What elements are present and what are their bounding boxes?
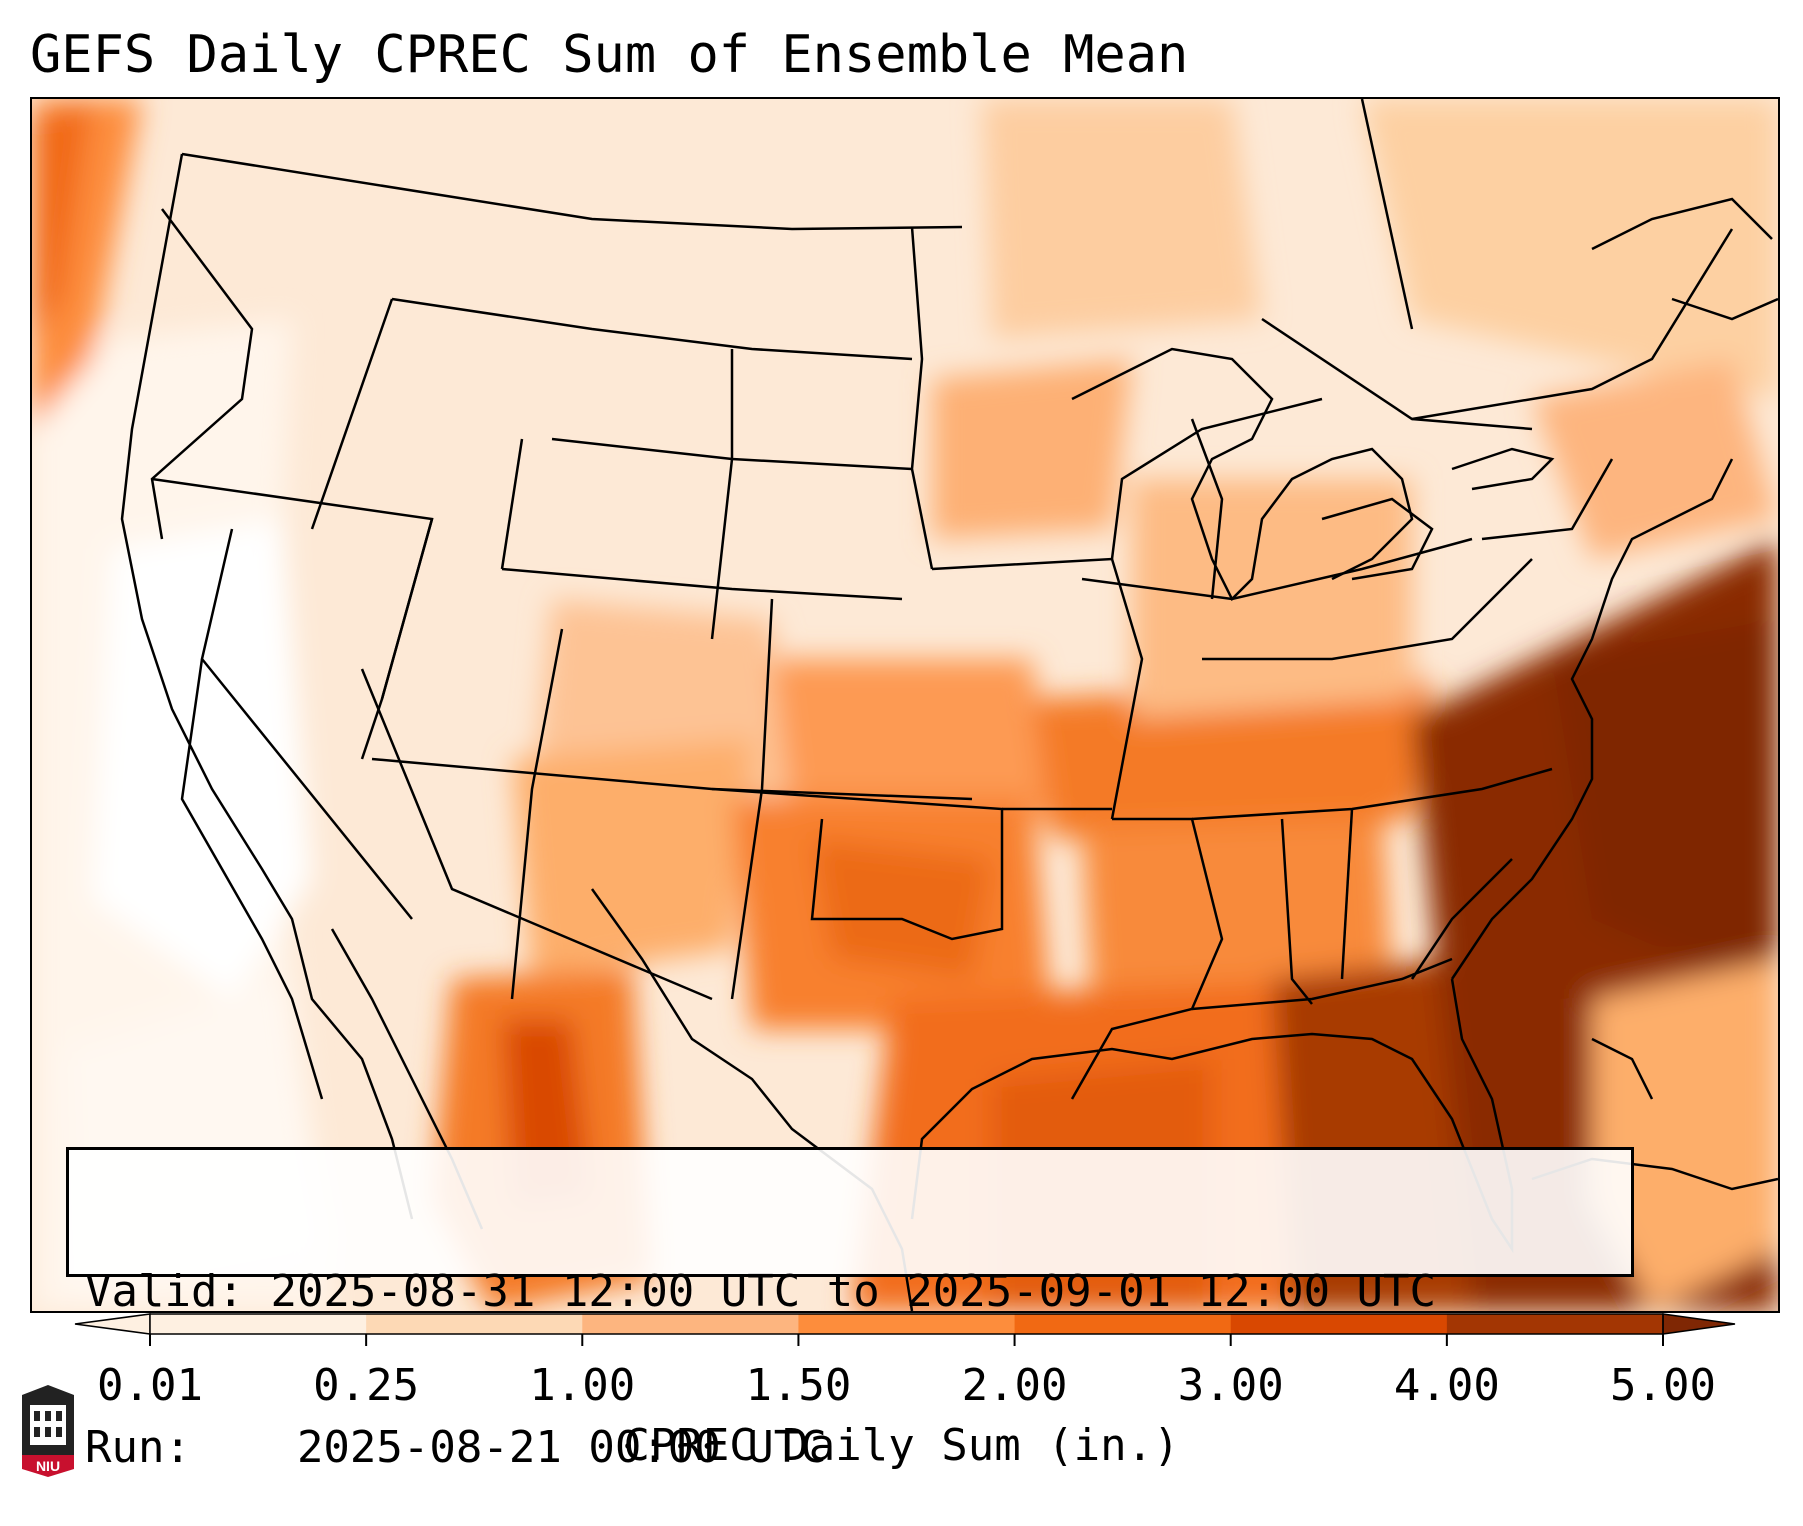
precipitation-field xyxy=(32,99,1778,1311)
colorbar-segment xyxy=(1230,1314,1448,1334)
colorbar-tick-label: 1.50 xyxy=(745,1360,852,1411)
valid-text: 2025-08-31 12:00 UTC to 2025-09-01 12:00… xyxy=(270,1266,1437,1317)
colorbar-tick-label: 2.00 xyxy=(961,1360,1068,1411)
colorbar-tick-label: 0.01 xyxy=(97,1360,203,1411)
precipitation-map xyxy=(30,97,1780,1313)
map-canvas xyxy=(32,99,1778,1311)
map-title: GEFS Daily CPREC Sum of Ensemble Mean xyxy=(30,25,1189,85)
colorbar-segment xyxy=(1014,1314,1232,1334)
colorbar-segment xyxy=(366,1314,583,1334)
colorbar-segment xyxy=(1446,1314,1664,1334)
colorbar-segment xyxy=(798,1314,1016,1334)
colorbar-extend-low xyxy=(74,1313,151,1335)
valid-row: Valid: 2025-08-31 12:00 UTC to 2025-09-0… xyxy=(85,1266,1615,1318)
valid-label: Valid: xyxy=(85,1266,244,1317)
colorbar-extend-high xyxy=(1662,1313,1736,1335)
colorbar-outline xyxy=(149,1313,1664,1335)
run-label: Run: xyxy=(85,1422,191,1473)
valid-time-box: Valid: 2025-08-31 12:00 UTC to 2025-09-0… xyxy=(66,1147,1634,1473)
run-row: Run: 2025-08-21 00:00 UTC xyxy=(85,1422,1615,1474)
university-logo-icon: NIU xyxy=(22,1385,74,1477)
colorbar-segment xyxy=(150,1314,367,1334)
colorbar-tick-label: 0.25 xyxy=(313,1360,420,1411)
colorbar-tick-label: 5.00 xyxy=(1610,1360,1716,1411)
state-boundaries xyxy=(120,99,1778,1311)
colorbar-segment xyxy=(582,1314,799,1334)
run-text: 2025-08-21 00:00 UTC xyxy=(296,1422,827,1473)
colorbar-tick-label: 3.00 xyxy=(1177,1360,1284,1411)
svg-text:NIU: NIU xyxy=(36,1458,60,1474)
colorbar-label: CPREC Daily Sum (in.) xyxy=(623,1420,1180,1471)
colorbar-tick-label: 4.00 xyxy=(1393,1360,1500,1411)
colorbar-tick-label: 1.00 xyxy=(529,1360,636,1411)
